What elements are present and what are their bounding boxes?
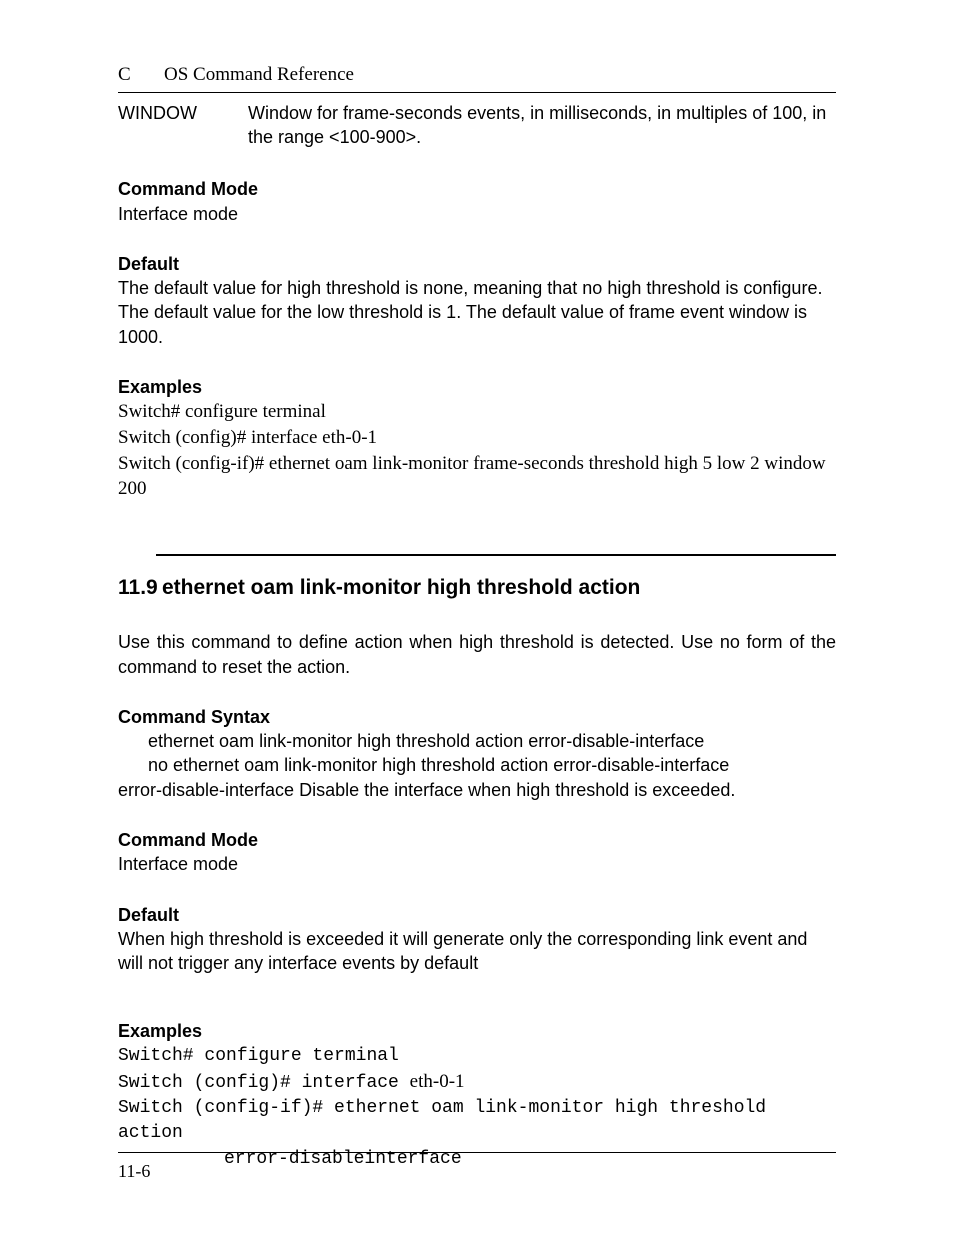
footer-rule	[118, 1152, 836, 1153]
example-line: Switch# configure terminal	[118, 1044, 836, 1069]
param-row: WINDOW Window for frame-seconds events, …	[118, 101, 836, 150]
example-line: Switch (config)# interface eth-0-1	[118, 425, 836, 451]
examples-block-2: Examples Switch# configure terminal Swit…	[118, 1019, 836, 1171]
command-syntax-heading: Command Syntax	[118, 705, 836, 729]
header-left: C	[118, 62, 164, 88]
command-syntax-block: Command Syntax ethernet oam link-monitor…	[118, 705, 836, 802]
default-heading: Default	[118, 903, 836, 927]
syntax-line: error-disable-interface Disable the inte…	[118, 778, 836, 802]
command-mode-block-1: Command Mode Interface mode	[118, 177, 836, 226]
command-mode-body: Interface mode	[118, 852, 836, 876]
param-desc: Window for frame-seconds events, in mill…	[248, 101, 836, 150]
examples-heading: Examples	[118, 1019, 836, 1043]
section-number: 11.9	[118, 574, 162, 602]
default-body: The default value for high threshold is …	[118, 276, 836, 349]
example-line: Switch (config-if)# ethernet oam link-mo…	[118, 1096, 836, 1146]
default-block-1: Default The default value for high thres…	[118, 252, 836, 349]
command-mode-body: Interface mode	[118, 202, 836, 226]
default-heading: Default	[118, 252, 836, 276]
header-right: OS Command Reference	[164, 62, 354, 88]
section-intro: Use this command to define action when h…	[118, 630, 836, 679]
syntax-line: no ethernet oam link-monitor high thresh…	[148, 753, 836, 777]
example-text: Switch (config)# interface	[118, 1073, 410, 1093]
page: C OS Command Reference WINDOW Window for…	[0, 0, 954, 1235]
param-label: WINDOW	[118, 101, 248, 150]
examples-block-1: Examples Switch# configure terminal Swit…	[118, 375, 836, 502]
command-mode-heading: Command Mode	[118, 828, 836, 852]
running-header: C OS Command Reference	[118, 62, 836, 92]
command-mode-heading: Command Mode	[118, 177, 836, 201]
example-line: Switch (config-if)# ethernet oam link-mo…	[118, 451, 836, 502]
default-body: When high threshold is exceeded it will …	[118, 927, 836, 976]
header-rule	[118, 92, 836, 93]
syntax-line: ethernet oam link-monitor high threshold…	[148, 729, 836, 753]
examples-heading: Examples	[118, 375, 836, 399]
default-block-2: Default When high threshold is exceeded …	[118, 903, 836, 976]
command-mode-block-2: Command Mode Interface mode	[118, 828, 836, 877]
example-line: Switch# configure terminal	[118, 399, 836, 425]
section-rule	[156, 554, 836, 556]
section-title: 11.9ethernet oam link-monitor high thres…	[118, 574, 836, 602]
footer: 11-6	[118, 1152, 836, 1183]
section-title-text: ethernet oam link-monitor high threshold…	[162, 576, 640, 599]
page-number: 11-6	[118, 1159, 836, 1183]
example-line: Switch (config)# interface eth-0-1	[118, 1069, 836, 1096]
example-text-serif: eth-0-1	[410, 1071, 465, 1092]
